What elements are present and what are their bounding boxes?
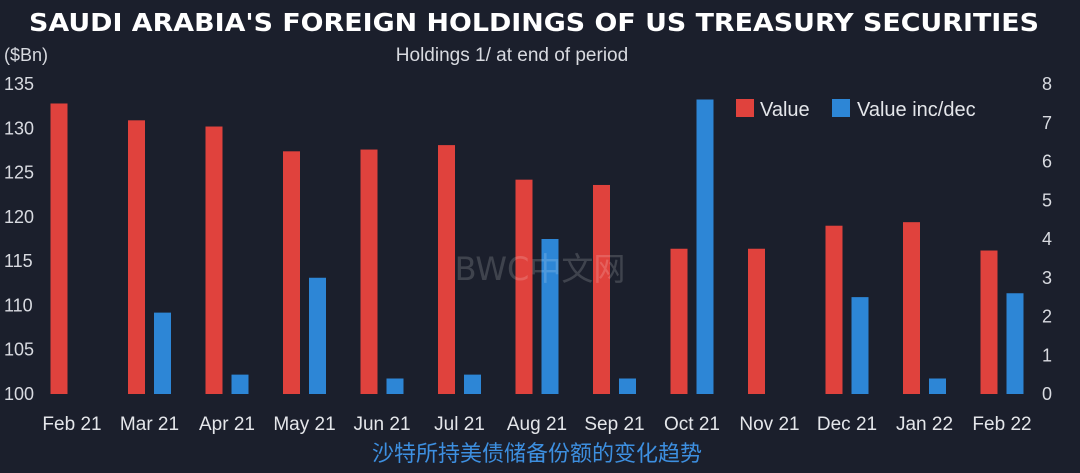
left-tick-label: 110	[4, 295, 33, 315]
right-tick-label: 6	[1042, 152, 1052, 172]
category-label: Jan 22	[896, 414, 953, 435]
left-tick-label: 105	[4, 340, 34, 360]
bar-value-inc-dec	[231, 374, 249, 394]
right-tick-label: 4	[1042, 229, 1052, 249]
bar-value	[50, 103, 68, 394]
bar-value	[515, 179, 533, 394]
category-label: Jun 21	[353, 414, 410, 435]
category-label: Aug 21	[507, 414, 567, 435]
bar-value	[903, 222, 920, 394]
category-label: Oct 21	[664, 414, 720, 435]
category-label: Nov 21	[739, 414, 799, 435]
chart-subtitle: Holdings 1/ at end of period	[396, 45, 628, 66]
bar-value-inc-dec	[386, 378, 404, 394]
bar-value	[980, 250, 998, 394]
left-axis-ticks: 100 105 110 115 120 125 130 135	[4, 74, 34, 404]
bar-value	[128, 120, 145, 395]
bar-value-inc-dec	[541, 239, 559, 394]
left-tick-label: 100	[4, 384, 34, 404]
bar-value	[825, 225, 843, 394]
bar-value	[360, 149, 378, 394]
watermark: BWC中文网	[455, 250, 626, 288]
bar-value-inc-dec	[851, 297, 869, 394]
category-label: Feb 21	[42, 414, 101, 435]
category-label: Feb 22	[972, 414, 1031, 435]
legend-inc-dec-swatch	[832, 99, 850, 117]
bar-value	[748, 248, 765, 394]
category-label: Apr 21	[199, 414, 255, 435]
chart-title: SAUDI ARABIA'S FOREIGN HOLDINGS OF US TR…	[29, 8, 1039, 37]
category-label: Jul 21	[434, 414, 485, 435]
left-tick-label: 120	[4, 207, 34, 227]
left-tick-label: 135	[4, 74, 34, 94]
legend-value-label: Value	[760, 99, 810, 121]
y-axis-unit-label: ($Bn)	[4, 45, 48, 65]
legend-inc-dec-label: Value inc/dec	[857, 99, 976, 121]
right-tick-label: 5	[1042, 190, 1052, 210]
legend-value-swatch	[736, 99, 754, 117]
right-tick-label: 2	[1042, 307, 1052, 327]
category-label: Mar 21	[120, 414, 179, 435]
right-tick-label: 3	[1042, 268, 1052, 288]
category-label: Dec 21	[817, 414, 877, 435]
right-tick-label: 0	[1042, 384, 1052, 404]
bar-value	[438, 145, 455, 394]
bar-value-inc-dec	[696, 99, 714, 394]
bar-value-inc-dec	[154, 312, 171, 394]
bar-value	[205, 126, 223, 394]
left-tick-label: 115	[4, 251, 33, 271]
right-tick-label: 7	[1042, 113, 1052, 133]
right-tick-label: 1	[1042, 345, 1052, 365]
bars	[50, 99, 1024, 395]
category-labels: Feb 21 Mar 21 Apr 21 May 21 Jun 21 Jul 21 Aug …	[42, 414, 1031, 435]
right-tick-label: 8	[1042, 74, 1052, 94]
bar-value-inc-dec	[464, 374, 481, 394]
left-tick-label: 130	[4, 118, 34, 138]
caption: 沙特所持美债储备份额的变化趋势	[372, 442, 702, 467]
bar-value	[670, 248, 688, 394]
legend: Value Value inc/dec	[736, 99, 976, 121]
bar-value	[593, 184, 610, 394]
category-label: May 21	[273, 414, 335, 435]
right-axis-ticks: 0 1 2 3 4 5 6 7 8	[1042, 74, 1052, 404]
bar-value-inc-dec	[309, 277, 326, 394]
left-tick-label: 125	[4, 163, 34, 183]
bar-value-inc-dec	[929, 378, 946, 394]
bar-value-inc-dec	[619, 378, 636, 394]
category-label: Sep 21	[584, 414, 644, 435]
bar-value-inc-dec	[1006, 293, 1024, 394]
bar-value	[283, 151, 300, 394]
